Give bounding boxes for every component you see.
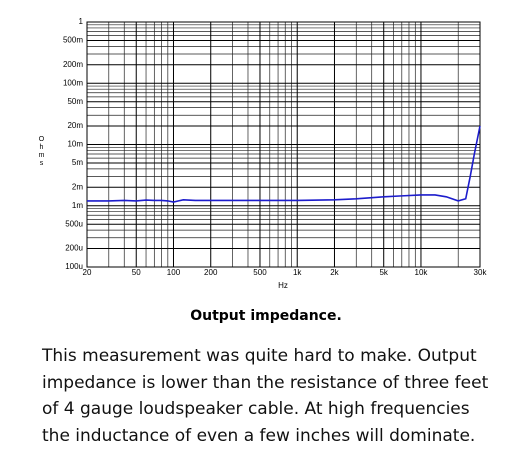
y-tick-label: 500u (65, 219, 83, 228)
y-tick-label: 100m (63, 78, 83, 87)
x-tick-label: 2k (330, 268, 339, 277)
y-tick-label: 20m (67, 121, 83, 130)
x-tick-label: 5k (379, 268, 388, 277)
x-tick-label: 20 (83, 268, 92, 277)
y-tick-label: 2m (72, 182, 83, 191)
y-tick-label: 200u (65, 244, 83, 253)
x-tick-label: 10k (415, 268, 429, 277)
plot-frame (86, 21, 481, 268)
y-tick-label: 200m (63, 60, 83, 69)
y-tick-label: 100u (65, 262, 83, 271)
y-tick-label: 5m (72, 158, 83, 167)
body-line: This measurement was quite hard to make.… (42, 346, 477, 366)
x-tick-label: 100 (167, 268, 181, 277)
x-tick-label: 1k (293, 268, 302, 277)
x-tick-label: 30k (474, 268, 488, 277)
y-tick-label: 1 (79, 17, 84, 26)
body-line: of 4 gauge loudspeaker cable. At high fr… (42, 399, 470, 419)
data-line (87, 125, 481, 203)
x-tick-label: 200 (204, 268, 218, 277)
chart: Hz 20 50 100 200 500 1k 2k 5k 10k 30k 100u 200u 500u… (63, 17, 488, 290)
y-tick-label: 10m (67, 140, 83, 149)
y-tick-label: 50m (67, 97, 83, 106)
x-axis-label: Hz (278, 281, 288, 290)
x-tick-label: 50 (132, 268, 141, 277)
y-tick-label: 500m (63, 36, 83, 45)
body-line: impedance is lower than the resistance o… (42, 372, 489, 393)
body-text: This measurement was quite hard to make.… (42, 343, 488, 449)
y-tick-label: 1m (72, 201, 83, 210)
body-line: the inductance of even a few inches will… (42, 425, 476, 446)
y-axis-label: Ohms (38, 136, 45, 168)
caption: Output impedance. (190, 308, 342, 324)
x-tick-label: 500 (253, 268, 267, 277)
